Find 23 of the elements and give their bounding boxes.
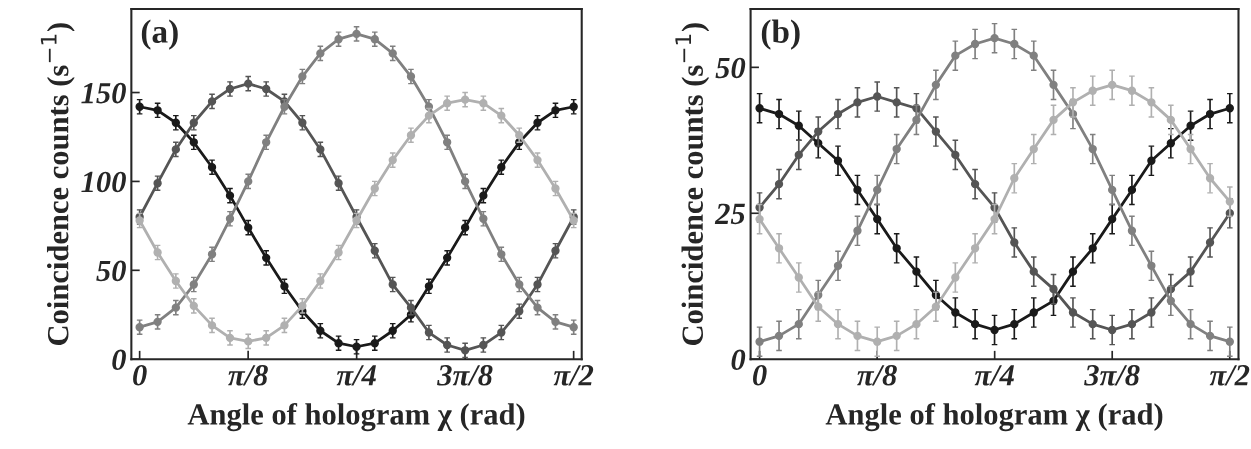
x-tick-label: π/8 [857,364,897,386]
chart-title: (a) [141,19,178,50]
chart-title: (b) [761,19,800,50]
x-tick-label: 3π/8 [1084,364,1140,386]
x-tick-label: π/2 [1209,365,1250,386]
y-tick-label: 25 [714,203,745,225]
x-axis-title: Angle of hologram χ (rad) [825,402,1163,432]
y-tick-label: 0 [112,349,126,371]
x-tick-label: π/8 [228,364,268,386]
y-axis-title: Coincidence counts (s$^{−1}$) [675,23,710,345]
y-tick-label: 100 [81,171,126,193]
x-tick-label: π/4 [336,365,376,386]
y-axis-title: Coincidence counts (s$^{−1}$) [40,23,75,345]
x-tick-label: 0 [133,364,147,386]
y-tick-label: 0 [731,349,746,371]
x-tick-label: 0 [753,364,767,386]
x-axis-title: Angle of hologram χ (rad) [187,402,525,432]
x-tick-label: 3π/8 [437,364,493,386]
y-tick-label: 50 [96,260,126,282]
x-tick-label: π/4 [974,365,1014,386]
x-tick-label: π/2 [553,365,594,386]
y-tick-label: 50 [715,57,746,79]
y-tick-label: 150 [81,82,126,104]
